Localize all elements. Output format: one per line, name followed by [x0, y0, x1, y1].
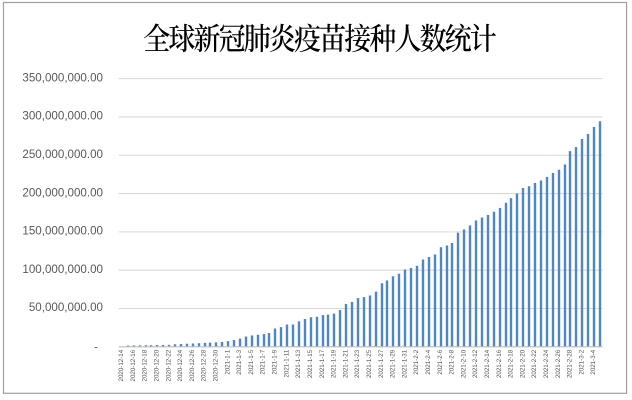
svg-text:2021-1-21: 2021-1-21 [342, 349, 349, 378]
svg-text:2021-1-1: 2021-1-1 [224, 349, 231, 374]
svg-text:2021-2-26: 2021-2-26 [555, 349, 562, 378]
svg-text:2021-1-23: 2021-1-23 [354, 349, 361, 378]
svg-text:350,000,000.00: 350,000,000.00 [22, 71, 103, 84]
svg-text:2021-1-5: 2021-1-5 [248, 349, 255, 374]
svg-text:2021-2-12: 2021-2-12 [472, 349, 479, 378]
svg-text:2021-2-6: 2021-2-6 [437, 349, 444, 374]
svg-text:50,000,000.00: 50,000,000.00 [29, 301, 103, 314]
svg-text:2021-3-4: 2021-3-4 [590, 349, 597, 374]
svg-text:2021-1-31: 2021-1-31 [401, 349, 408, 378]
svg-text:250,000,000.00: 250,000,000.00 [22, 148, 103, 161]
svg-text:2020-12-30: 2020-12-30 [213, 349, 220, 381]
svg-text:2021-1-29: 2021-1-29 [390, 349, 397, 378]
svg-text:2021-2-16: 2021-2-16 [496, 349, 503, 378]
svg-text:2021-2-14: 2021-2-14 [484, 349, 491, 378]
svg-text:200,000,000.00: 200,000,000.00 [22, 186, 103, 199]
svg-text:2021-2-28: 2021-2-28 [567, 349, 574, 378]
svg-text:2021-1-3: 2021-1-3 [236, 349, 243, 374]
svg-text:2021-1-7: 2021-1-7 [260, 349, 267, 374]
svg-text:2020-12-26: 2020-12-26 [189, 349, 196, 381]
svg-text:-: - [94, 340, 98, 353]
svg-text:2020-12-16: 2020-12-16 [130, 349, 137, 381]
svg-text:2021-2-10: 2021-2-10 [460, 349, 467, 378]
svg-text:2021-2-22: 2021-2-22 [531, 349, 538, 378]
svg-text:2020-12-14: 2020-12-14 [118, 349, 125, 381]
svg-text:150,000,000.00: 150,000,000.00 [22, 225, 103, 238]
svg-text:2021-1-17: 2021-1-17 [319, 349, 326, 378]
svg-text:2021-1-9: 2021-1-9 [272, 349, 279, 374]
svg-text:2020-12-28: 2020-12-28 [201, 349, 208, 381]
svg-text:2021-2-4: 2021-2-4 [425, 349, 432, 374]
svg-text:2021-1-15: 2021-1-15 [307, 349, 314, 378]
svg-text:2021-2-18: 2021-2-18 [508, 349, 515, 378]
svg-text:2021-2-8: 2021-2-8 [449, 349, 456, 374]
svg-text:2021-1-13: 2021-1-13 [295, 349, 302, 378]
svg-text:300,000,000.00: 300,000,000.00 [22, 110, 103, 123]
svg-text:2021-1-27: 2021-1-27 [378, 349, 385, 378]
svg-text:2021-1-11: 2021-1-11 [283, 349, 290, 377]
svg-text:2020-12-18: 2020-12-18 [142, 349, 149, 381]
svg-text:2021-2-2: 2021-2-2 [413, 349, 420, 374]
svg-text:2020-12-24: 2020-12-24 [177, 349, 184, 381]
svg-text:2021-1-25: 2021-1-25 [366, 349, 373, 378]
svg-text:2021-3-2: 2021-3-2 [578, 349, 585, 374]
svg-text:2021-2-20: 2021-2-20 [519, 349, 526, 378]
svg-text:2021-1-19: 2021-1-19 [331, 349, 338, 378]
svg-text:2021-2-24: 2021-2-24 [543, 349, 550, 378]
svg-text:2020-12-22: 2020-12-22 [165, 349, 172, 381]
svg-text:2020-12-20: 2020-12-20 [154, 349, 161, 381]
svg-text:100,000,000.00: 100,000,000.00 [22, 263, 103, 276]
